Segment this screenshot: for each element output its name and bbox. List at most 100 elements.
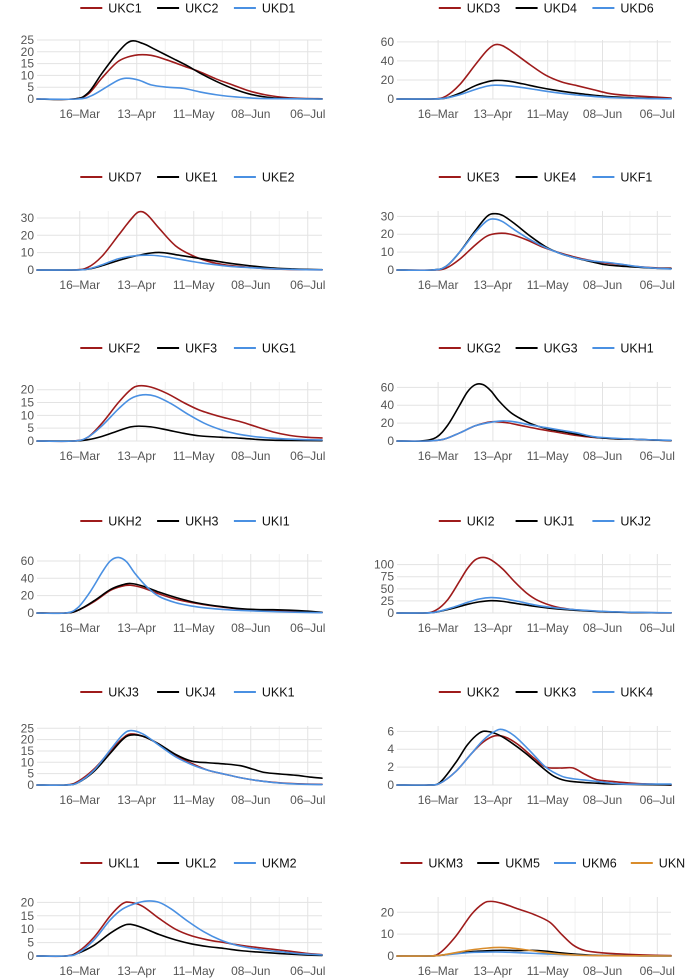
x-tick-label: 11–May <box>173 621 215 635</box>
panel-6: 0 20 40 60 16–Mar 13–Apr 11–May 08–Jun 06–Jul UKG… <box>381 342 675 464</box>
legend-label-ukh3: UKH3 <box>185 515 218 529</box>
x-tick-label: 08–Jun <box>583 621 622 635</box>
x-tick-label: 06–Jul <box>640 449 675 463</box>
x-tick-label: 13–Apr <box>474 621 513 635</box>
y-tick-label: 0 <box>387 434 394 448</box>
x-tick-label: 06–Jul <box>290 793 325 807</box>
y-tick-label: 60 <box>21 554 35 568</box>
x-tick-label: 13–Apr <box>117 793 156 807</box>
y-tick-label: 10 <box>21 246 35 260</box>
legend-label-uke2: UKE2 <box>262 171 295 185</box>
y-tick-label: 20 <box>381 73 395 87</box>
legend-label-ukc2: UKC2 <box>185 2 218 16</box>
y-tick-label: 15 <box>21 909 35 923</box>
x-tick-label: 11–May <box>527 449 569 463</box>
series-line-uke2 <box>36 254 323 271</box>
x-tick-label: 11–May <box>527 964 569 978</box>
y-tick-label: 20 <box>381 905 395 919</box>
x-tick-label: 16–Mar <box>418 278 459 292</box>
series-line-ukk1 <box>36 729 323 786</box>
x-tick-label: 11–May <box>173 793 215 807</box>
legend-label-ukd6: UKD6 <box>620 2 653 16</box>
legend-label-ukk2: UKK2 <box>467 686 500 700</box>
y-tick-label: 10 <box>21 408 35 422</box>
series-line-ukj4 <box>36 733 323 786</box>
legend-label-ukj3: UKJ3 <box>108 686 139 700</box>
x-tick-label: 08–Jun <box>231 449 270 463</box>
x-tick-label: 16–Mar <box>59 278 100 292</box>
y-tick-label: 4 <box>387 742 394 756</box>
x-tick-label: 16–Mar <box>59 964 100 978</box>
series-line-ukf1 <box>396 218 672 272</box>
x-tick-label: 13–Apr <box>117 278 156 292</box>
y-tick-label: 0 <box>27 606 34 620</box>
panel-12: 0 10 20 16–Mar 13–Apr 11–May 08–Jun 06–Jul UKM3 U… <box>381 857 685 979</box>
legend-label-ukm6: UKM6 <box>582 857 617 871</box>
y-tick-label: 10 <box>381 245 395 259</box>
series-line-ukm3 <box>396 900 672 958</box>
legend-label-ukl2: UKL2 <box>185 857 216 871</box>
panel-3: 0 10 20 30 16–Mar 13–Apr 11–May 08–Jun 06–Jul UKD… <box>21 171 326 293</box>
y-tick-label: 10 <box>21 755 35 769</box>
x-tick-label: 06–Jul <box>290 107 325 121</box>
y-tick-label: 40 <box>21 571 35 585</box>
y-tick-label: 60 <box>381 380 395 394</box>
legend-label-ukn0: UKN0 <box>659 857 685 871</box>
y-tick-label: 15 <box>21 396 35 410</box>
x-tick-label: 06–Jul <box>290 278 325 292</box>
x-tick-label: 11–May <box>527 621 569 635</box>
x-tick-label: 11–May <box>173 278 215 292</box>
x-tick-label: 11–May <box>173 964 215 978</box>
y-tick-label: 60 <box>381 35 395 49</box>
y-tick-label: 30 <box>21 211 35 225</box>
legend-label-uke1: UKE1 <box>185 171 218 185</box>
y-tick-label: 5 <box>27 80 34 94</box>
x-tick-label: 16–Mar <box>418 107 459 121</box>
legend-label-ukh1: UKH1 <box>620 342 653 356</box>
x-tick-label: 08–Jun <box>231 107 270 121</box>
legend-label-uke4: UKE4 <box>544 171 577 185</box>
legend-label-ukk1: UKK1 <box>262 686 295 700</box>
y-tick-label: 10 <box>381 927 395 941</box>
series-line-ukm2 <box>36 900 323 957</box>
x-tick-label: 13–Apr <box>474 449 513 463</box>
x-tick-label: 16–Mar <box>418 621 459 635</box>
x-tick-label: 06–Jul <box>640 964 675 978</box>
y-tick-label: 0 <box>387 606 394 620</box>
legend-label-ukg2: UKG2 <box>467 342 501 356</box>
x-tick-label: 16–Mar <box>59 449 100 463</box>
y-tick-label: 0 <box>27 92 34 106</box>
x-tick-label: 11–May <box>173 449 215 463</box>
y-tick-label: 0 <box>387 778 394 792</box>
legend-label-uki1: UKI1 <box>262 515 290 529</box>
series-line-ukd3 <box>396 43 672 101</box>
y-tick-label: 5 <box>27 421 34 435</box>
legend-label-ukh2: UKH2 <box>108 515 141 529</box>
x-tick-label: 06–Jul <box>640 107 675 121</box>
x-tick-label: 16–Mar <box>418 449 459 463</box>
legend-label-ukm3: UKM3 <box>428 857 463 871</box>
y-tick-label: 6 <box>387 724 394 738</box>
legend-label-ukd4: UKD4 <box>544 2 577 16</box>
legend-label-ukc1: UKC1 <box>108 2 141 16</box>
y-tick-label: 20 <box>21 733 35 747</box>
series-line-ukd1 <box>36 77 323 101</box>
legend-label-ukm5: UKM5 <box>505 857 540 871</box>
y-tick-label: 0 <box>27 778 34 792</box>
y-tick-label: 0 <box>387 949 394 963</box>
x-tick-label: 06–Jul <box>290 964 325 978</box>
x-tick-label: 16–Mar <box>59 107 100 121</box>
y-tick-label: 5 <box>27 767 34 781</box>
x-tick-label: 13–Apr <box>474 964 513 978</box>
x-tick-label: 06–Jul <box>640 793 675 807</box>
x-tick-label: 13–Apr <box>117 621 156 635</box>
y-tick-label: 20 <box>21 45 35 59</box>
legend-label-ukj4: UKJ4 <box>185 686 216 700</box>
y-tick-label: 25 <box>381 594 395 608</box>
legend-label-ukg3: UKG3 <box>544 342 578 356</box>
x-tick-label: 08–Jun <box>231 621 270 635</box>
y-tick-label: 0 <box>27 263 34 277</box>
x-tick-label: 11–May <box>527 278 569 292</box>
